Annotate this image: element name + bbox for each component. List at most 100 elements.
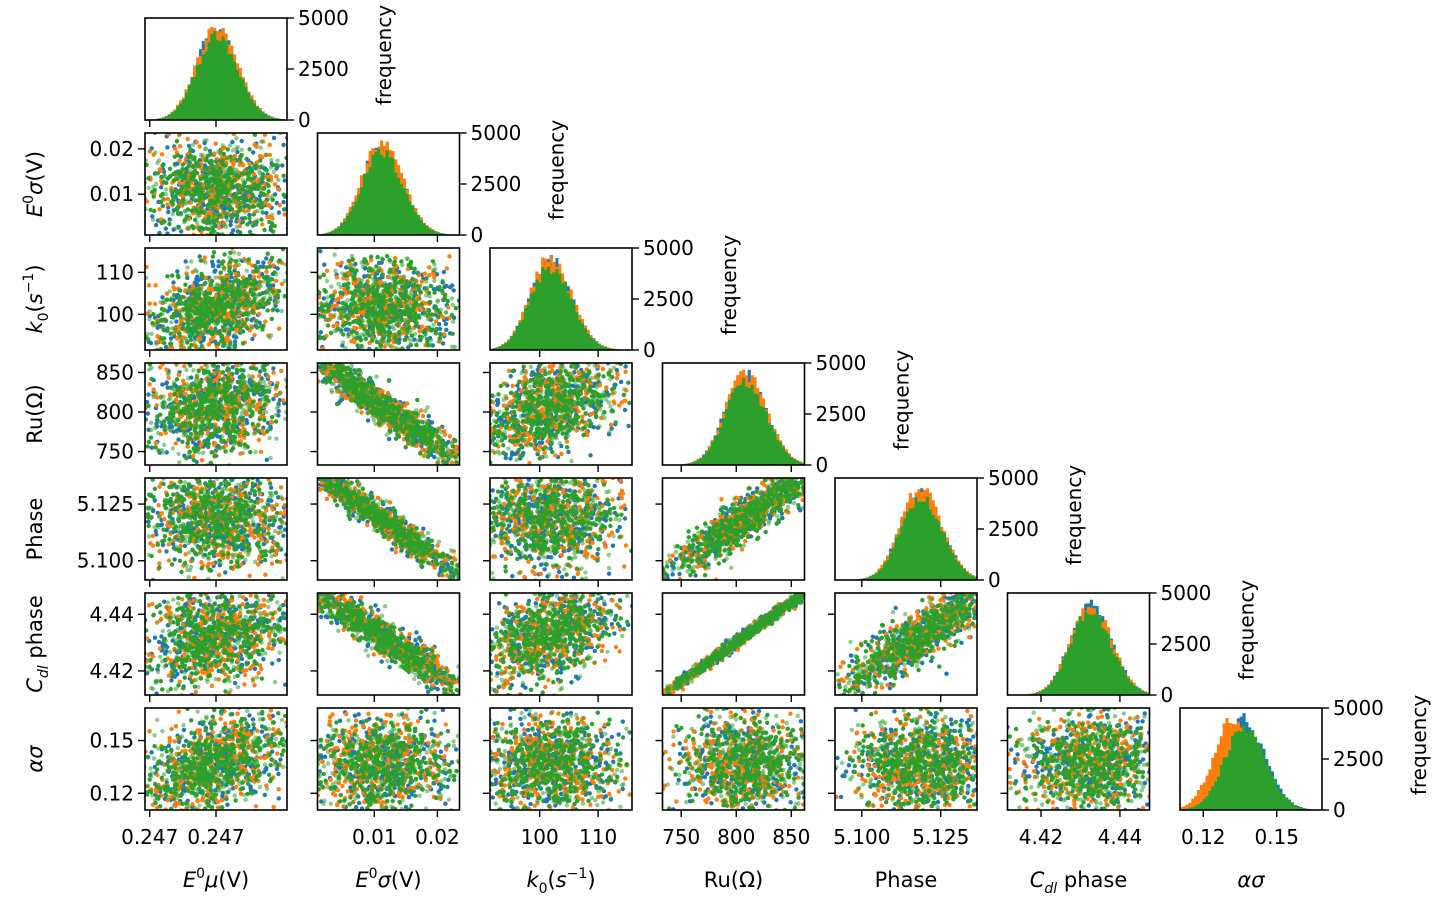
scatter-point <box>130 336 134 340</box>
scatter-point <box>161 221 165 225</box>
scatter-point <box>237 252 241 256</box>
scatter-point <box>460 310 464 314</box>
scatter-point <box>381 334 385 338</box>
scatter-point <box>262 228 266 232</box>
scatter-point <box>422 333 426 337</box>
scatter-point <box>410 350 414 354</box>
scatter-point <box>472 326 476 330</box>
scatter-point <box>248 230 252 234</box>
scatter-point <box>188 323 192 327</box>
scatter-point <box>414 343 418 347</box>
scatter-point <box>220 319 224 323</box>
scatter-point <box>339 261 343 265</box>
ytick-label: 100 <box>96 302 134 326</box>
scatter-k0-vs-e0_sigma <box>259 227 485 400</box>
histogram-bar <box>951 553 954 580</box>
scatter-point <box>198 316 202 320</box>
histogram-bar <box>1050 682 1053 695</box>
scatter-point <box>351 320 355 324</box>
histogram-bar <box>702 455 705 465</box>
scatter-point <box>413 267 417 271</box>
histogram-bar <box>420 220 423 235</box>
scatter-point <box>246 294 250 298</box>
scatter-point <box>402 291 406 295</box>
scatter-point <box>371 327 375 331</box>
scatter-point <box>206 355 210 359</box>
histogram-bar <box>892 548 895 580</box>
scatter-point <box>409 352 413 356</box>
scatter-point <box>417 297 421 301</box>
scatter-point <box>263 319 267 323</box>
histogram-bar <box>1257 744 1260 810</box>
scatter-point <box>404 352 408 356</box>
scatter-point <box>377 261 381 265</box>
scatter-point <box>237 208 241 212</box>
scatter-point <box>206 166 210 170</box>
histogram-bar <box>1110 648 1113 695</box>
histogram-bar <box>1279 792 1282 810</box>
histogram-bar <box>561 283 564 350</box>
scatter-point <box>365 280 369 284</box>
scatter-point <box>450 345 454 349</box>
scatter-point <box>231 148 235 152</box>
histogram-bar <box>394 173 397 235</box>
scatter-point <box>135 319 139 323</box>
scatter-point <box>130 341 134 345</box>
scatter-point <box>151 323 155 327</box>
scatter-point <box>204 226 208 230</box>
scatter-point <box>185 183 189 187</box>
scatter-point <box>192 338 196 342</box>
scatter-point <box>176 273 180 277</box>
scatter-point <box>163 236 167 240</box>
scatter-point <box>439 308 443 312</box>
scatter-point <box>388 268 392 272</box>
scatter-point <box>134 238 138 242</box>
scatter-point <box>223 223 227 227</box>
histogram-bar <box>397 178 400 235</box>
scatter-point <box>378 365 382 369</box>
scatter-point <box>342 312 346 316</box>
histogram-bar <box>909 509 912 580</box>
scatter-point <box>204 146 208 150</box>
scatter-point <box>355 240 359 244</box>
scatter-point <box>151 312 155 316</box>
scatter-point <box>413 293 417 297</box>
scatter-point <box>213 208 217 212</box>
scatter-point <box>198 254 202 258</box>
scatter-point <box>254 351 258 355</box>
scatter-point <box>199 177 203 181</box>
scatter-point <box>426 357 430 361</box>
histogram-bar <box>406 194 409 235</box>
hist-ylabel: frequency <box>717 235 741 335</box>
scatter-point <box>393 256 397 260</box>
scatter-point <box>267 291 271 295</box>
scatter-point <box>262 279 266 283</box>
hist-ytick-label: 5000 <box>1333 696 1384 720</box>
histogram-bar <box>1096 614 1099 695</box>
scatter-point <box>385 311 389 315</box>
scatter-point <box>264 256 268 260</box>
scatter-point <box>420 279 424 283</box>
histogram-bar <box>756 394 759 465</box>
scatter-point <box>217 295 221 299</box>
histogram-bar <box>889 553 892 580</box>
scatter-point <box>360 324 364 328</box>
scatter-point <box>159 185 163 189</box>
scatter-point <box>442 270 446 274</box>
scatter-point <box>347 316 351 320</box>
scatter-point <box>377 300 381 304</box>
histogram-bar <box>360 187 363 235</box>
histogram-bar <box>886 560 889 580</box>
histogram-bar <box>1200 802 1203 810</box>
scatter-point <box>254 127 258 131</box>
scatter-point <box>164 181 168 185</box>
scatter-point <box>413 332 417 336</box>
histogram-bar <box>584 328 587 350</box>
scatter-point <box>366 365 370 369</box>
scatter-point <box>461 297 465 301</box>
histogram-bar <box>714 438 717 465</box>
scatter-point <box>420 325 424 329</box>
scatter-point <box>400 263 404 267</box>
scatter-point <box>133 175 137 179</box>
scatter-point <box>199 307 203 311</box>
